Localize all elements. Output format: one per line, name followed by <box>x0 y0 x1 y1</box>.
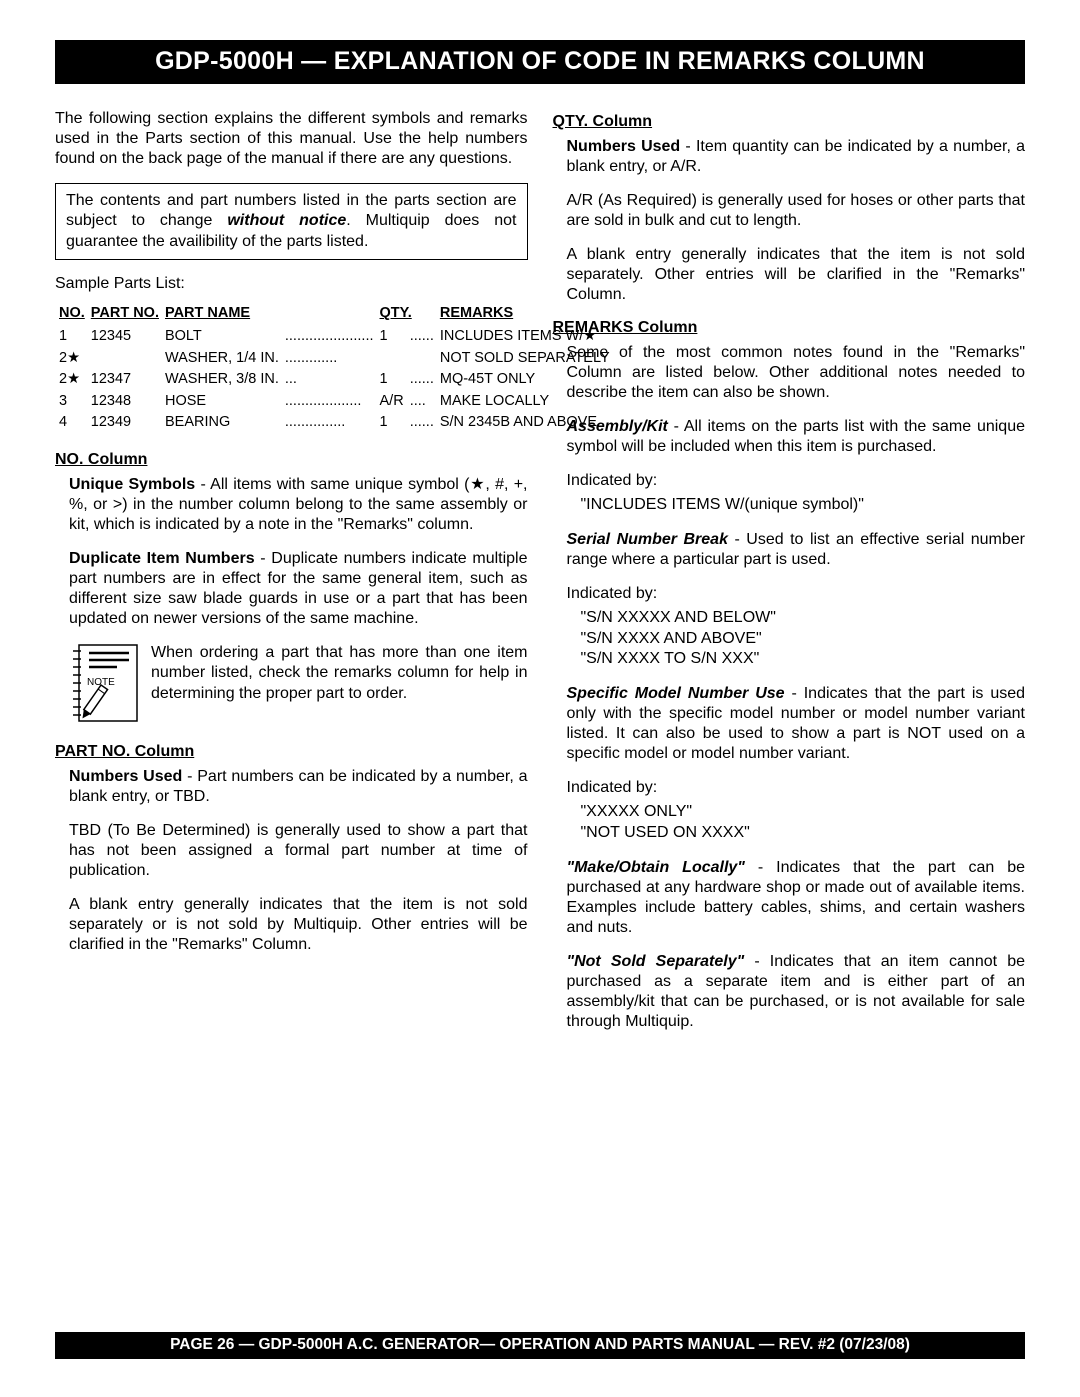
line: "INCLUDES ITEMS W/(unique symbol)" <box>581 496 864 513</box>
model-indicated: "XXXXX ONLY" "NOT USED ON XXXX" <box>581 802 1026 844</box>
right-column: QTY. Column Numbers Used - Item quantity… <box>553 109 1026 1046</box>
dots: ................... <box>283 392 376 412</box>
th-partname: PART NAME <box>163 304 376 325</box>
cell-name: WASHER, 3/8 IN. <box>163 370 281 390</box>
notice-box: The contents and part numbers listed in … <box>55 183 528 260</box>
lead: Duplicate Item Numbers <box>69 550 255 567</box>
th-partno: PART NO. <box>89 304 161 325</box>
partno-column-heading: PART NO. Column <box>55 743 528 761</box>
note-icon: NOTE <box>69 643 139 723</box>
th-qty: QTY. <box>378 304 436 325</box>
dots: ............. <box>283 349 376 369</box>
cell-qty: 1 <box>378 327 406 347</box>
partno-p1: Numbers Used - Part numbers can be indic… <box>69 767 528 807</box>
assembly-kit-paragraph: Assembly/Kit - All items on the parts li… <box>567 417 1026 457</box>
line: "XXXXX ONLY" <box>581 802 1026 823</box>
remarks-p1: Some of the most common notes found in t… <box>567 343 1026 403</box>
no-column-body: Unique Symbols - All items with same uni… <box>69 475 528 629</box>
dots: ...................... <box>283 327 376 347</box>
page-title-bar: GDP-5000H — EXPLANATION OF CODE IN REMAR… <box>55 40 1025 84</box>
cell-name: WASHER, 1/4 IN. <box>163 349 281 369</box>
indicated-by-label: Indicated by: <box>567 584 1026 604</box>
cell-qty: 1 <box>378 413 406 433</box>
th-no: NO. <box>57 304 87 325</box>
cell-name: HOSE <box>163 392 281 412</box>
serial-indicated: "S/N XXXXX AND BELOW" "S/N XXXX AND ABOV… <box>581 608 1026 670</box>
assembly-indicated: "INCLUDES ITEMS W/(unique symbol)" <box>581 495 1026 516</box>
cell-no: 4 <box>57 413 87 433</box>
cell-name: BEARING <box>163 413 281 433</box>
lead: Serial Number Break <box>567 531 728 548</box>
cell-pn: 12348 <box>89 392 161 412</box>
cell-pn: 12345 <box>89 327 161 347</box>
table-header-row: NO. PART NO. PART NAME QTY. REMARKS <box>57 304 612 325</box>
table-row: 2★12347WASHER, 3/8 IN....1......MQ-45T O… <box>57 370 612 390</box>
dots: .... <box>408 392 436 412</box>
lead: Numbers Used <box>567 138 681 155</box>
qty-p1: Numbers Used - Item quantity can be indi… <box>567 137 1026 177</box>
dots: ............... <box>283 413 376 433</box>
line: "S/N XXXX TO S/N XXX" <box>581 649 1026 670</box>
cell-pn <box>89 349 161 369</box>
unique-symbols-paragraph: Unique Symbols - All items with same uni… <box>69 475 528 535</box>
content-columns: The following section explains the diffe… <box>55 109 1025 1046</box>
table-row: 312348HOSE...................A/R....MAKE… <box>57 392 612 412</box>
line: "S/N XXXX AND ABOVE" <box>581 629 1026 650</box>
cell-no: 3 <box>57 392 87 412</box>
cell-no: 2★ <box>57 370 87 390</box>
note-text: When ordering a part that has more than … <box>151 643 528 704</box>
sample-parts-table: NO. PART NO. PART NAME QTY. REMARKS 1123… <box>55 302 614 434</box>
table-row: 112345BOLT......................1......I… <box>57 327 612 347</box>
lead: Specific Model Number Use <box>567 685 785 702</box>
cell-qty: A/R <box>378 392 406 412</box>
serial-break-paragraph: Serial Number Break - Used to list an ef… <box>567 530 1026 570</box>
not-sold-separately-paragraph: "Not Sold Separately" - Indicates that a… <box>567 952 1026 1032</box>
cell-pn: 12347 <box>89 370 161 390</box>
note-label: NOTE <box>87 677 115 688</box>
lead: Numbers Used <box>69 768 182 785</box>
note-callout: NOTE When ordering a part that has more … <box>69 643 528 723</box>
dots: ...... <box>408 327 436 347</box>
cell-qty <box>378 349 406 369</box>
make-locally-paragraph: "Make/Obtain Locally" - Indicates that t… <box>567 858 1026 938</box>
qty-p3: A blank entry generally indicates that t… <box>567 245 1026 305</box>
indicated-by-label: Indicated by: <box>567 778 1026 798</box>
cell-name: BOLT <box>163 327 281 347</box>
table-row: 2★WASHER, 1/4 IN..............NOT SOLD S… <box>57 349 612 369</box>
dots: ... <box>283 370 376 390</box>
remarks-column-heading: REMARKS Column <box>553 319 1026 337</box>
qty-column-heading: QTY. Column <box>553 113 1026 131</box>
lead: Assembly/Kit <box>567 418 668 435</box>
left-column: The following section explains the diffe… <box>55 109 528 1046</box>
duplicate-numbers-paragraph: Duplicate Item Numbers - Duplicate numbe… <box>69 549 528 629</box>
footer-bar: PAGE 26 — GDP-5000H A.C. GENERATOR— OPER… <box>55 1332 1025 1359</box>
manual-page: GDP-5000H — EXPLANATION OF CODE IN REMAR… <box>0 0 1080 1397</box>
cell-qty: 1 <box>378 370 406 390</box>
model-number-paragraph: Specific Model Number Use - Indicates th… <box>567 684 1026 764</box>
partno-column-body: Numbers Used - Part numbers can be indic… <box>69 767 528 955</box>
partno-p3: A blank entry generally indicates that t… <box>69 895 528 955</box>
qty-p2: A/R (As Required) is generally used for … <box>567 191 1026 231</box>
cell-no: 2★ <box>57 349 87 369</box>
lead: "Make/Obtain Locally" <box>567 859 745 876</box>
indicated-by-label: Indicated by: <box>567 471 1026 491</box>
line: "NOT USED ON XXXX" <box>581 823 1026 844</box>
dots: ...... <box>408 413 436 433</box>
dots <box>408 349 436 369</box>
dots: ...... <box>408 370 436 390</box>
notice-emphasis: without notice <box>227 212 346 229</box>
line: "S/N XXXXX AND BELOW" <box>581 608 1026 629</box>
lead: "Not Sold Separately" <box>567 953 745 970</box>
table-row: 412349BEARING...............1......S/N 2… <box>57 413 612 433</box>
qty-column-body: Numbers Used - Item quantity can be indi… <box>567 137 1026 305</box>
no-column-heading: NO. Column <box>55 451 528 469</box>
cell-no: 1 <box>57 327 87 347</box>
partno-p2: TBD (To Be Determined) is generally used… <box>69 821 528 881</box>
sample-list-label: Sample Parts List: <box>55 274 528 294</box>
cell-pn: 12349 <box>89 413 161 433</box>
lead: Unique Symbols <box>69 476 195 493</box>
remarks-column-body: Some of the most common notes found in t… <box>567 343 1026 1032</box>
intro-paragraph: The following section explains the diffe… <box>55 109 528 169</box>
